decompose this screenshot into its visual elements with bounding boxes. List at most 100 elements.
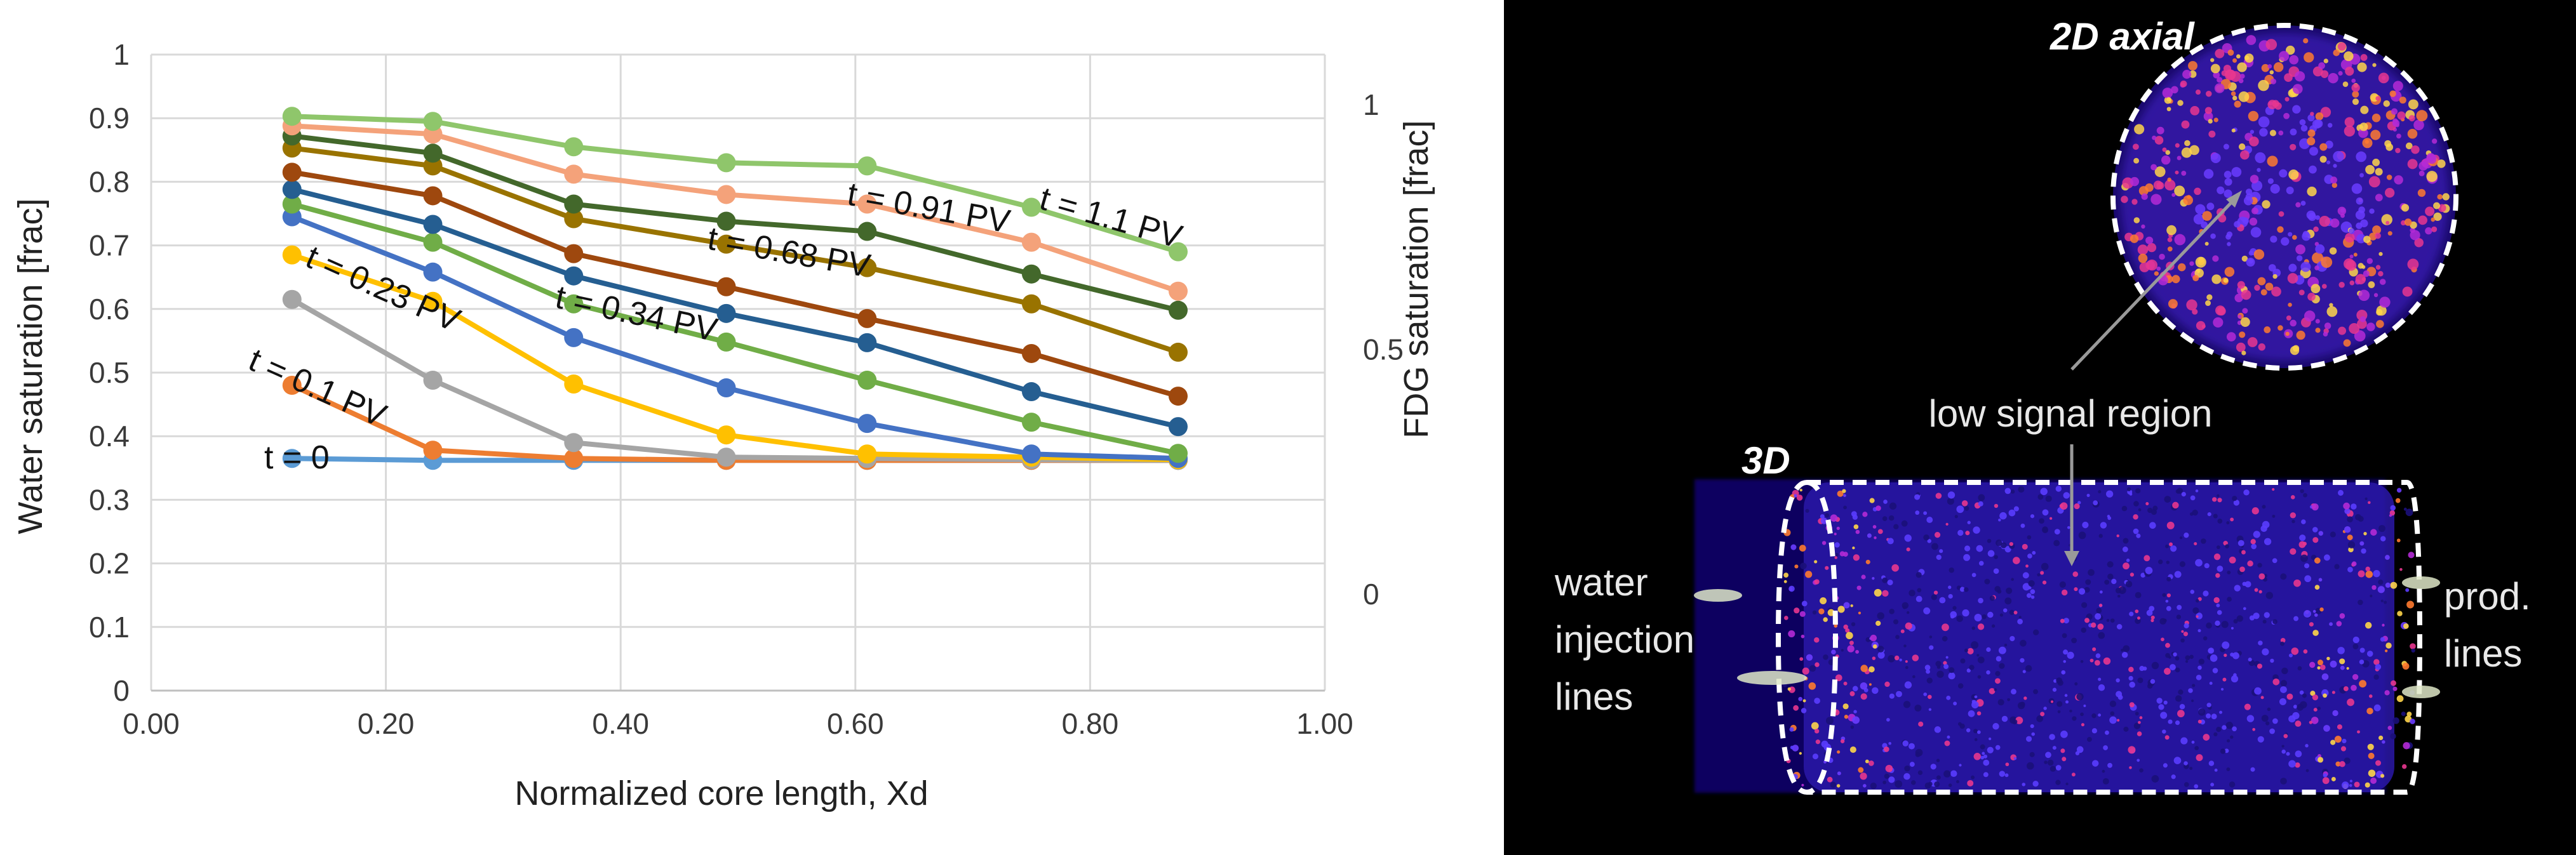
speckle: [1837, 490, 1844, 497]
arrow-head-cylinder: [2064, 551, 2079, 566]
speckle: [2008, 509, 2016, 517]
speckle: [2092, 647, 2096, 651]
speckle: [2280, 778, 2287, 785]
speckle: [2272, 718, 2278, 724]
speckle: [2238, 78, 2244, 84]
speckle: [2295, 762, 2300, 768]
speckle: [2173, 757, 2182, 764]
speckle: [1995, 671, 2001, 677]
speckle: [2309, 661, 2316, 668]
speckle: [1872, 656, 1876, 660]
speckle: [2403, 507, 2407, 511]
speckle: [2136, 533, 2141, 538]
speckle: [2175, 720, 2180, 726]
speckle: [1888, 741, 1891, 745]
speckle: [2248, 110, 2259, 122]
speckle: [2234, 221, 2241, 228]
data-point: [423, 441, 443, 460]
speckle: [1973, 526, 1980, 534]
data-point: [1169, 444, 1188, 463]
speckle: [2286, 315, 2291, 321]
speckle: [2107, 561, 2114, 568]
speckle: [1933, 590, 1938, 595]
speckle: [1805, 508, 1809, 513]
speckle: [1872, 577, 1875, 580]
speckle: [2288, 263, 2297, 272]
speckle: [2376, 320, 2384, 328]
speckle: [2049, 734, 2055, 740]
speckle: [2359, 680, 2367, 688]
speckle: [1942, 623, 1949, 632]
speckle: [2154, 166, 2166, 177]
speckle: [1852, 686, 1858, 692]
speckle: [2227, 570, 2231, 574]
speckle: [1815, 739, 1820, 745]
speckle: [2442, 193, 2450, 201]
speckle: [2426, 171, 2438, 182]
speckle: [2288, 715, 2296, 723]
speckle: [2297, 704, 2304, 711]
speckle: [2382, 740, 2385, 744]
speckle: [2022, 583, 2030, 591]
speckle: [2189, 654, 2194, 659]
speckle: [2217, 77, 2223, 83]
speckle: [2055, 486, 2062, 492]
speckle: [2204, 241, 2209, 246]
speckle: [2185, 655, 2190, 661]
speckle: [2318, 531, 2323, 536]
speckle: [2291, 519, 2295, 524]
speckle: [2147, 683, 2153, 689]
speckle: [2222, 725, 2227, 730]
speckle: [2037, 494, 2044, 500]
speckle: [2020, 658, 2025, 663]
speckle: [2226, 231, 2233, 237]
speckle: [2107, 573, 2114, 580]
speckle: [2300, 201, 2306, 206]
speckle: [2189, 767, 2193, 771]
speckle: [1959, 587, 1965, 592]
speckle: [2022, 543, 2028, 550]
speckle: [2340, 746, 2347, 752]
speckle: [2267, 100, 2277, 110]
speckle: [2180, 80, 2187, 88]
speckle: [2149, 522, 2156, 529]
speckle: [2121, 505, 2128, 512]
speckle: [2258, 116, 2270, 128]
speckle: [1801, 783, 1804, 787]
speckle: [2116, 678, 2120, 683]
speckle: [1820, 597, 1827, 604]
speckle: [2151, 661, 2159, 670]
speckle: [2225, 544, 2229, 548]
speckle: [2381, 214, 2392, 225]
speckle: [2438, 204, 2446, 213]
speckle: [2202, 211, 2212, 221]
series-6: [282, 180, 1188, 437]
speckle: [2215, 620, 2220, 626]
speckle: [2262, 620, 2267, 624]
speckle: [2217, 519, 2223, 524]
speckle: [2280, 686, 2287, 693]
speckle: [1863, 784, 1867, 788]
speckle: [1877, 612, 1885, 620]
speckle: [2109, 700, 2117, 707]
speckle: [2133, 514, 2138, 520]
speckle: [2204, 563, 2210, 569]
y-tick-label: 0.5: [89, 356, 130, 389]
speckle: [1836, 526, 1840, 530]
speckle: [2239, 150, 2250, 160]
speckle: [2232, 726, 2237, 732]
data-point: [1169, 281, 1188, 301]
speckle: [2224, 178, 2232, 186]
speckle: [2405, 508, 2413, 517]
data-point: [564, 244, 584, 263]
speckle: [2214, 768, 2218, 772]
speckle: [2318, 757, 2324, 763]
speckle: [2080, 712, 2084, 717]
speckle: [1964, 545, 1971, 552]
speckle: [1799, 752, 1802, 755]
speckle: [2189, 261, 2194, 266]
speckle: [1931, 594, 1937, 600]
speckle: [2315, 215, 2320, 220]
x-tick-label: 1.00: [1296, 707, 1353, 740]
speckle: [1998, 646, 2006, 654]
